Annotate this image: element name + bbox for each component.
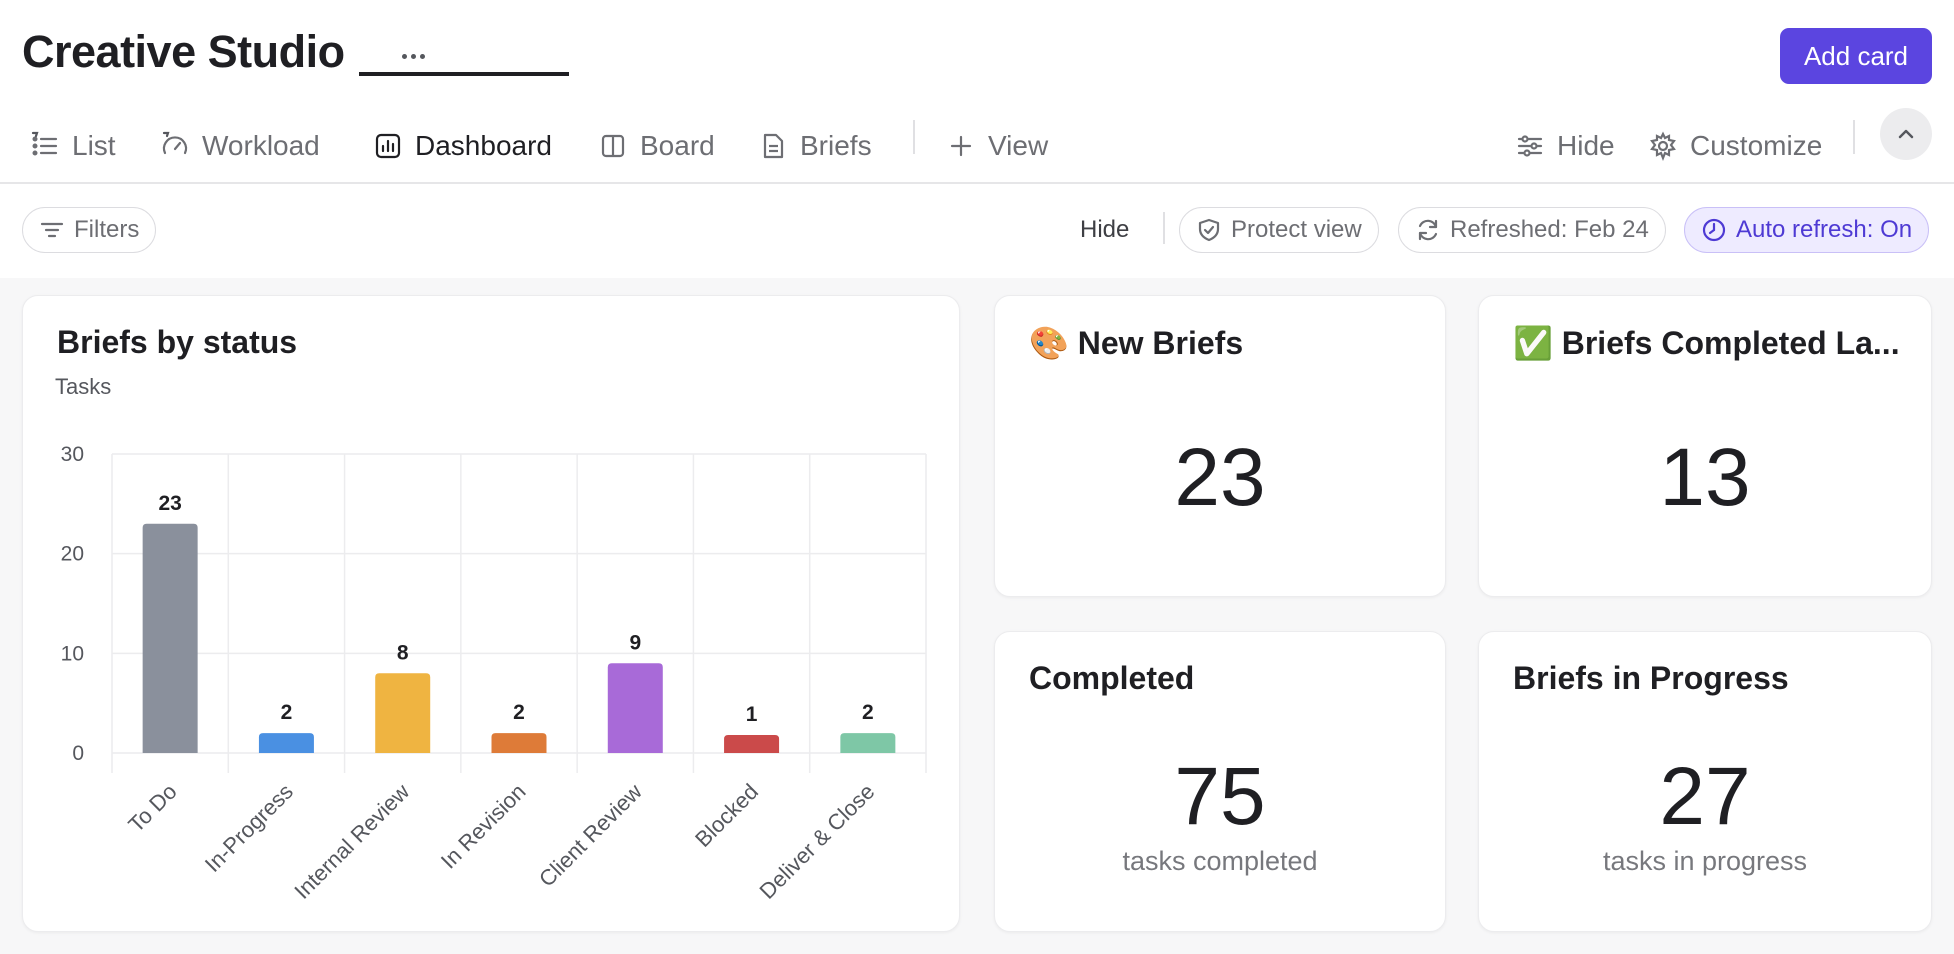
- bar[interactable]: [258, 733, 314, 753]
- gear-icon: [1650, 131, 1676, 161]
- filter-icon: [40, 222, 64, 238]
- plus-icon: [950, 135, 972, 157]
- card-title: 🎨 New Briefs: [1029, 325, 1244, 361]
- bar-value-label: 9: [629, 631, 641, 654]
- x-tick-label: Deliver & Close: [755, 779, 880, 904]
- bar-value-label: 8: [397, 641, 409, 664]
- filters-label: Filters: [74, 216, 140, 243]
- card-title: Briefs in Progress: [1513, 660, 1789, 696]
- metric-value: 75: [1174, 751, 1266, 842]
- refresh-icon: [1418, 219, 1438, 241]
- filters-button[interactable]: Filters: [22, 207, 157, 253]
- bar[interactable]: [607, 663, 663, 753]
- collapse-header-button[interactable]: [1880, 108, 1932, 160]
- clock-icon: [1702, 218, 1726, 242]
- y-tick-label: 30: [61, 443, 84, 466]
- y-tick-label: 10: [61, 642, 84, 665]
- view-tabs: List Workload Dashboard Board Brief: [0, 108, 1954, 184]
- hide-label: Hide: [1557, 130, 1615, 161]
- document-icon: [763, 133, 784, 159]
- x-tick-label: Client Review: [534, 779, 647, 892]
- bar-value-label: 2: [513, 701, 525, 724]
- refreshed-label: Refreshed: Feb 24: [1450, 216, 1649, 243]
- bar[interactable]: [724, 735, 780, 753]
- bar-value-label: 1: [746, 703, 758, 726]
- x-tick-label: Internal Review: [289, 779, 414, 904]
- tab-label: Dashboard: [415, 130, 552, 161]
- shield-icon: [1198, 218, 1220, 242]
- gauge-icon: [162, 131, 188, 155]
- customize-label: Customize: [1690, 130, 1823, 161]
- metric-caption: tasks completed: [1122, 846, 1318, 876]
- new-briefs-card[interactable]: 🎨 New Briefs 23: [994, 295, 1446, 597]
- bar-value-label: 2: [281, 701, 293, 724]
- tab-briefs[interactable]: Briefs: [758, 108, 872, 184]
- tab-label: View: [988, 130, 1049, 161]
- page-title: Creative Studio: [22, 26, 345, 77]
- auto-refresh-label: Auto refresh: On: [1736, 216, 1913, 243]
- actions-divider: [1853, 120, 1855, 154]
- page-header: Creative Studio Add card List Workload D…: [0, 0, 1954, 184]
- completed-card[interactable]: Completed 75 tasks completed: [994, 631, 1446, 932]
- metric-value: 13: [1659, 432, 1751, 523]
- bar[interactable]: [142, 523, 198, 753]
- metric-value: 27: [1659, 751, 1751, 842]
- hide-button[interactable]: Hide: [1080, 216, 1130, 243]
- y-tick-label: 0: [72, 742, 84, 765]
- tab-dashboard[interactable]: Dashboard: [373, 108, 552, 184]
- tabs-divider: [913, 120, 915, 154]
- tab-label: Workload: [202, 130, 320, 161]
- protect-view-button[interactable]: Protect view: [1179, 207, 1379, 253]
- sliders-icon: [1517, 135, 1543, 157]
- x-tick-label: In Revision: [436, 779, 531, 874]
- tab-workload[interactable]: Workload: [160, 108, 320, 184]
- active-tab-indicator: [359, 72, 569, 76]
- auto-refresh-toggle[interactable]: Auto refresh: On: [1684, 207, 1930, 253]
- board-icon: [601, 134, 625, 158]
- y-tick-label: 20: [61, 543, 84, 566]
- add-view-button[interactable]: View: [946, 108, 1048, 184]
- bar-value-label: 23: [158, 492, 181, 515]
- bar-value-label: 2: [862, 701, 874, 724]
- card-title: ✅ Briefs Completed La...: [1513, 325, 1900, 361]
- briefs-in-progress-card[interactable]: Briefs in Progress 27 tasks in progress: [1478, 631, 1932, 932]
- tab-label: List: [72, 130, 116, 161]
- briefs-completed-last-card[interactable]: ✅ Briefs Completed La... 13: [1478, 295, 1932, 597]
- tab-board[interactable]: Board: [598, 108, 715, 184]
- x-tick-label: In-Progress: [200, 779, 298, 877]
- hide-tab-button[interactable]: Hide: [1515, 108, 1615, 184]
- bar[interactable]: [840, 733, 896, 753]
- dashboard-toolbar: Filters Hide Protect view Refreshed: Feb…: [0, 186, 1954, 278]
- tab-label: Briefs: [800, 130, 872, 161]
- protect-view-label: Protect view: [1231, 216, 1362, 243]
- x-tick-label: Blocked: [690, 779, 763, 852]
- toolbar-divider: [1163, 212, 1165, 244]
- chevron-up-icon: [1898, 129, 1914, 139]
- tab-list[interactable]: List: [30, 108, 116, 184]
- y-axis-title: Tasks: [55, 374, 112, 399]
- x-tick-label: To Do: [123, 779, 181, 837]
- refreshed-button[interactable]: Refreshed: Feb 24: [1398, 207, 1666, 253]
- card-title: Completed: [1029, 660, 1195, 696]
- customize-button[interactable]: Customize: [1648, 108, 1822, 184]
- add-card-button[interactable]: Add card: [1780, 28, 1932, 84]
- bar-chart: 0 10 20 30 23 To Do 2 In-Progress 8 Internal Revi…: [61, 443, 927, 904]
- bar[interactable]: [491, 733, 547, 753]
- metric-caption: tasks in progress: [1602, 846, 1808, 876]
- more-options-icon[interactable]: [395, 38, 431, 74]
- bar[interactable]: [375, 673, 431, 753]
- tab-label: Board: [640, 130, 715, 161]
- status-chart-card[interactable]: Briefs by status Tasks 0 10 20 30 23 To Do 2 In…: [22, 295, 960, 932]
- metric-value: 23: [1174, 432, 1266, 523]
- dashboard-icon: [375, 133, 401, 159]
- dashboard-canvas: Briefs by status Tasks 0 10 20 30 23 To Do 2 In…: [0, 278, 1954, 954]
- list-icon: [31, 131, 58, 156]
